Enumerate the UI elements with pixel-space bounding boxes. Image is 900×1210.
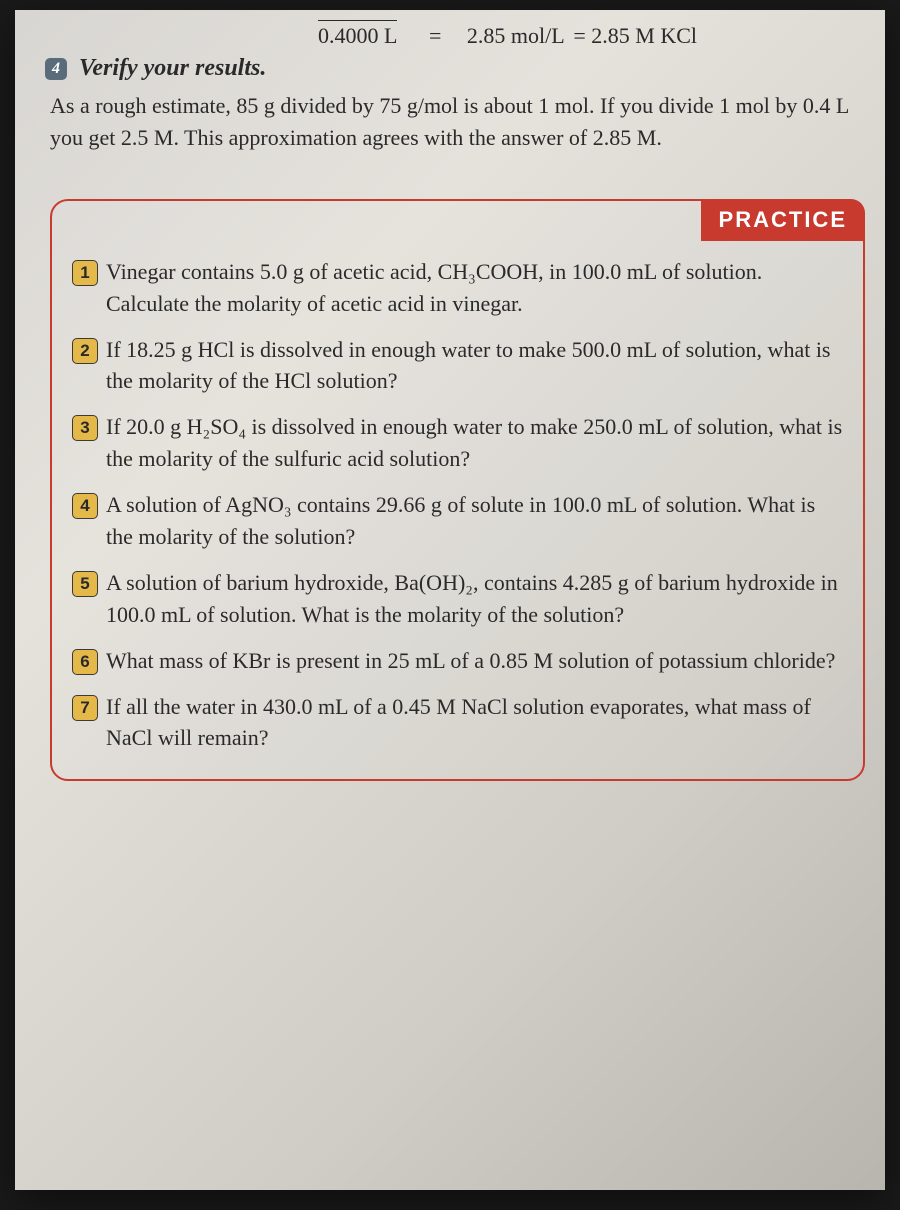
step-4-badge: 4: [45, 58, 67, 80]
equals-approx: =: [429, 23, 441, 48]
fraction-denominator: 0.4000 L: [318, 20, 397, 49]
verify-heading-text: Verify your results.: [79, 55, 266, 81]
item-text-5: A solution of barium hydroxide, Ba(OH)₂,…: [106, 567, 843, 631]
practice-item-3: 3 If 20.0 g H₂SO₄ is dissolved in enough…: [72, 411, 843, 475]
practice-item-1: 1 Vinegar contains 5.0 g of acetic acid,…: [72, 256, 843, 320]
item-badge-5: 5: [72, 571, 98, 597]
item-text-6: What mass of KBr is present in 25 mL of …: [106, 645, 835, 677]
practice-box: PRACTICE 1 Vinegar contains 5.0 g of ace…: [50, 199, 865, 782]
item-badge-6: 6: [72, 649, 98, 675]
item-badge-3: 3: [72, 415, 98, 441]
item-badge-2: 2: [72, 338, 98, 364]
blank-page-region: [50, 781, 865, 1181]
item-text-2: If 18.25 g HCl is dissolved in enough wa…: [106, 334, 843, 398]
item-text-4: A solution of AgNO₃ contains 29.66 g of …: [106, 489, 843, 553]
practice-item-7: 7 If all the water in 430.0 mL of a 0.45…: [72, 691, 843, 755]
partial-equation-line: 0.4000 L = 2.85 mol/L = 2.85 M KCl: [50, 20, 865, 49]
item-text-3: If 20.0 g H₂SO₄ is dissolved in enough w…: [106, 411, 843, 475]
molarity-value: 2.85 mol/L: [467, 23, 564, 48]
textbook-page: 0.4000 L = 2.85 mol/L = 2.85 M KCl 4 Ver…: [15, 10, 885, 1190]
practice-item-6: 6 What mass of KBr is present in 25 mL o…: [72, 645, 843, 677]
item-text-1: Vinegar contains 5.0 g of acetic acid, C…: [106, 256, 843, 320]
verify-heading: 4 Verify your results.: [45, 55, 865, 82]
practice-item-2: 2 If 18.25 g HCl is dissolved in enough …: [72, 334, 843, 398]
verify-body: As a rough estimate, 85 g divided by 75 …: [50, 90, 855, 154]
molarity-result: = 2.85 M KCl: [573, 23, 697, 48]
item-badge-1: 1: [72, 260, 98, 286]
item-badge-7: 7: [72, 695, 98, 721]
practice-item-4: 4 A solution of AgNO₃ contains 29.66 g o…: [72, 489, 843, 553]
practice-tab: PRACTICE: [701, 199, 865, 241]
item-badge-4: 4: [72, 493, 98, 519]
practice-item-5: 5 A solution of barium hydroxide, Ba(OH)…: [72, 567, 843, 631]
item-text-7: If all the water in 430.0 mL of a 0.45 M…: [106, 691, 843, 755]
